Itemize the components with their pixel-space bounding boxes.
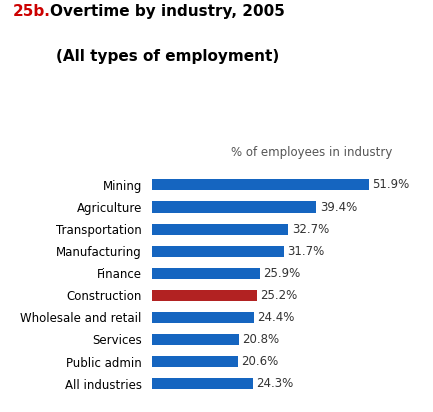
Bar <box>152 290 257 301</box>
Text: 32.7%: 32.7% <box>292 222 329 236</box>
Text: 24.3%: 24.3% <box>257 377 294 390</box>
Bar <box>152 179 369 190</box>
Bar <box>152 334 239 345</box>
Text: 20.8%: 20.8% <box>242 333 279 346</box>
Text: 25.9%: 25.9% <box>263 267 301 280</box>
Bar <box>152 356 238 367</box>
Bar <box>152 224 288 234</box>
Text: 25b.: 25b. <box>13 4 51 19</box>
Text: 25.2%: 25.2% <box>260 289 297 302</box>
Text: 39.4%: 39.4% <box>320 201 357 213</box>
Bar <box>152 201 317 213</box>
Bar <box>152 246 284 257</box>
Bar <box>152 378 253 389</box>
Bar <box>152 268 260 279</box>
Text: 20.6%: 20.6% <box>241 355 278 368</box>
Text: 31.7%: 31.7% <box>288 245 325 258</box>
Text: 51.9%: 51.9% <box>372 178 409 192</box>
Text: (All types of employment): (All types of employment) <box>56 49 280 64</box>
Text: % of employees in industry: % of employees in industry <box>231 145 392 159</box>
Text: 24.4%: 24.4% <box>257 311 294 324</box>
Bar <box>152 312 254 323</box>
Text: Overtime by industry, 2005: Overtime by industry, 2005 <box>50 4 284 19</box>
